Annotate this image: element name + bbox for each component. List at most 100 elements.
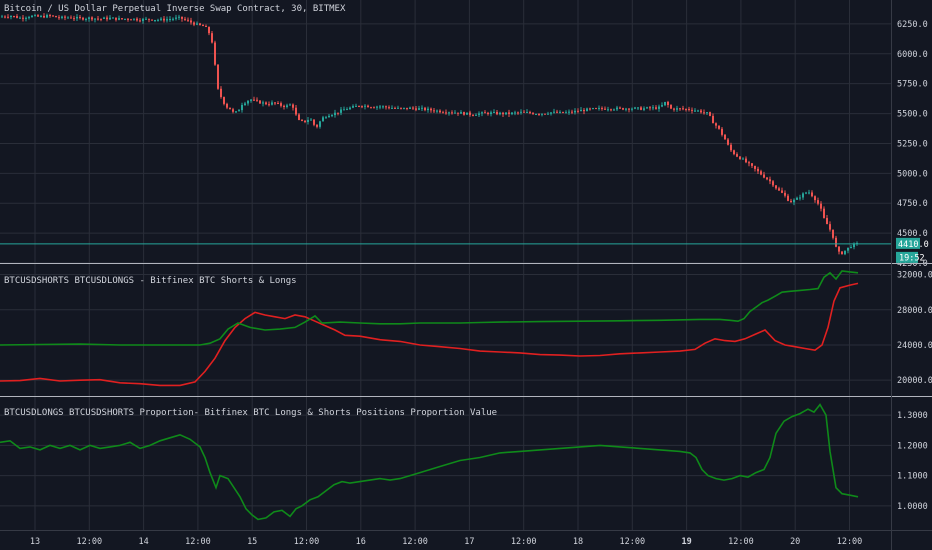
candle-body — [697, 110, 699, 112]
proportion-pane[interactable]: BTCUSDLONGS BTCUSDSHORTS Proportion- Bit… — [0, 403, 928, 521]
time-tick-label: 12:00 — [294, 537, 320, 547]
time-tick-label: 17 — [464, 537, 474, 547]
candle-body — [367, 105, 369, 108]
candle-body — [187, 19, 189, 21]
candle-body — [16, 16, 18, 18]
candle-body — [469, 112, 471, 115]
y-tick-label: 5500.0 — [897, 110, 928, 120]
candle-body — [157, 19, 159, 21]
candle-body — [304, 120, 306, 123]
candle-body — [385, 106, 387, 108]
candle-body — [199, 23, 201, 26]
candle-body — [514, 112, 516, 114]
candle-body — [694, 110, 696, 112]
time-tick-label: 12:00 — [728, 537, 754, 547]
candle-body — [136, 18, 138, 21]
shorts-longs-pane[interactable]: BTCUSDSHORTS BTCUSDLONGS - Bitfinex BTC … — [0, 270, 932, 387]
candle-body — [571, 111, 573, 113]
candle-body — [823, 208, 825, 218]
candle-body — [391, 107, 393, 109]
candle-body — [118, 18, 120, 20]
candle-body — [556, 111, 558, 113]
candle-body — [40, 15, 42, 17]
candle-body — [586, 108, 588, 112]
candle-body — [817, 200, 819, 204]
candle-body — [310, 119, 312, 121]
y-tick-label: 5250.0 — [897, 139, 928, 149]
proportion-series-line — [0, 403, 859, 521]
candle-body — [319, 121, 321, 127]
y-tick-label: 4500.0 — [897, 229, 928, 239]
candle-body — [748, 162, 750, 164]
candle-body — [232, 109, 234, 112]
candle-body — [604, 108, 606, 110]
last-price-tag-text: 4410.0 — [898, 240, 929, 250]
candle-body — [637, 107, 639, 109]
candle-body — [241, 104, 243, 111]
candle-body — [292, 104, 294, 108]
candle-body — [334, 112, 336, 116]
price-pane[interactable]: Bitcoin / US Dollar Perpetual Inverse Sw… — [0, 4, 929, 269]
candle-body — [127, 18, 129, 20]
candle-body — [805, 192, 807, 194]
candle-body — [214, 42, 216, 65]
candle-body — [19, 17, 21, 19]
candle-body — [709, 112, 711, 116]
candle-body — [1, 16, 3, 18]
countdown-tag-text: 19:52 — [899, 253, 925, 263]
candle-body — [754, 165, 756, 169]
proportion-y-axis: 1.3000 1.2000 1.1000 1.0000 — [897, 411, 928, 512]
candle-body — [550, 112, 552, 114]
candle-body — [799, 197, 801, 199]
candle-body — [706, 112, 708, 114]
candle-body — [535, 114, 537, 116]
y-tick-label: 6250.0 — [897, 20, 928, 30]
candle-body — [499, 112, 501, 115]
candle-body — [82, 17, 84, 20]
candle-body — [49, 15, 51, 17]
candle-body — [184, 18, 186, 20]
candle-body — [358, 105, 360, 107]
candle-body — [253, 99, 255, 101]
candle-body — [511, 112, 513, 115]
candle-body — [142, 18, 144, 22]
candle-body — [433, 110, 435, 112]
candle-body — [670, 104, 672, 109]
candle-body — [691, 109, 693, 111]
candle-body — [622, 108, 624, 110]
candle-body — [730, 144, 732, 151]
candle-body — [7, 16, 9, 18]
candle-body — [445, 112, 447, 114]
candle-body — [46, 15, 48, 18]
price-pane-title: Bitcoin / US Dollar Perpetual Inverse Sw… — [4, 4, 346, 14]
candle-body — [361, 106, 363, 108]
candle-body — [562, 111, 564, 113]
candle-body — [553, 111, 555, 113]
candle-body — [22, 17, 24, 19]
candle-body — [58, 17, 60, 19]
candle-body — [289, 104, 291, 106]
candle-body — [850, 247, 852, 249]
candle-body — [340, 109, 342, 113]
candle-body — [4, 16, 6, 18]
candle-body — [130, 19, 132, 21]
candle-body — [364, 105, 366, 107]
candle-body — [736, 154, 738, 157]
candle-body — [103, 17, 105, 19]
candle-body — [295, 107, 297, 115]
candle-body — [139, 20, 141, 22]
candle-body — [724, 134, 726, 140]
candle-body — [205, 26, 207, 28]
candle-body — [76, 16, 78, 19]
candle-body — [247, 100, 249, 104]
candle-body — [163, 18, 165, 21]
candle-body — [718, 125, 720, 129]
candle-body — [79, 16, 81, 18]
candle-body — [190, 20, 192, 23]
candle-body — [667, 101, 669, 105]
candle-body — [589, 108, 591, 110]
time-axis[interactable]: 13 12:00 14 12:00 15 12:00 16 12:00 17 12:00 18 12:… — [30, 537, 862, 547]
candle-body — [394, 107, 396, 109]
candle-body — [256, 99, 258, 101]
